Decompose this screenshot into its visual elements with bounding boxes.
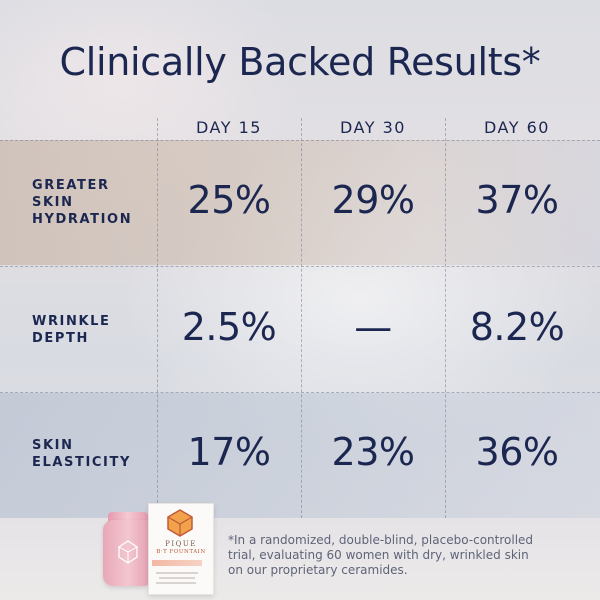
value-wrinkle-day-15: 2.5% — [181, 305, 277, 349]
column-header-day-60: DAY 60 — [484, 118, 550, 137]
row-label-line: SKIN — [32, 195, 74, 210]
value-elasticity-day-30: 23% — [331, 430, 415, 474]
box-stripe — [152, 560, 202, 566]
box-brand-label: PIQUE — [165, 540, 197, 548]
row-label-line: ELASTICITY — [32, 455, 131, 470]
row-label-elasticity: SKIN ELASTICITY — [32, 437, 152, 471]
grid-line — [0, 140, 600, 141]
value-hydration-day-30: 29% — [331, 178, 415, 222]
row-label-line: SKIN — [32, 438, 74, 453]
value-elasticity-day-15: 17% — [187, 430, 271, 474]
grid-line — [0, 392, 600, 393]
box-fine-print — [156, 582, 196, 584]
footnote-line: trial, evaluating 60 women with dry, wri… — [228, 548, 529, 562]
row-label-hydration: GREATER SKIN HYDRATION — [32, 177, 152, 228]
box-crystal-logo-icon — [167, 509, 193, 537]
grid-line — [157, 118, 158, 518]
box-product-name: B·T FOUNTAIN — [156, 549, 206, 555]
value-hydration-day-60: 37% — [475, 178, 559, 222]
row-band-hydration — [0, 140, 600, 265]
value-wrinkle-day-60: 8.2% — [469, 305, 565, 349]
footnote-line: on our proprietary ceramides. — [228, 563, 408, 577]
row-label-line: HYDRATION — [32, 212, 133, 227]
value-elasticity-day-60: 36% — [475, 430, 559, 474]
column-header-day-30: DAY 30 — [340, 118, 406, 137]
row-label-line: GREATER — [32, 178, 110, 193]
box-fine-print — [156, 572, 198, 574]
footnote-line: *In a randomized, double-blind, placebo-… — [228, 533, 534, 547]
page-title: Clinically Backed Results* — [59, 40, 541, 84]
column-header-day-15: DAY 15 — [196, 118, 262, 137]
box-fine-print — [159, 577, 195, 579]
jar-crystal-logo-icon — [118, 540, 138, 564]
row-label-line: DEPTH — [32, 331, 89, 346]
row-label-line: WRINKLE — [32, 314, 111, 329]
grid-line — [445, 118, 446, 518]
row-label-wrinkle-depth: WRINKLE DEPTH — [32, 313, 152, 347]
value-wrinkle-day-30: — — [354, 305, 392, 349]
grid-line — [301, 118, 302, 518]
footnote: *In a randomized, double-blind, placebo-… — [228, 533, 588, 578]
value-hydration-day-15: 25% — [187, 178, 271, 222]
grid-line — [0, 266, 600, 267]
row-band-elasticity — [0, 393, 600, 518]
